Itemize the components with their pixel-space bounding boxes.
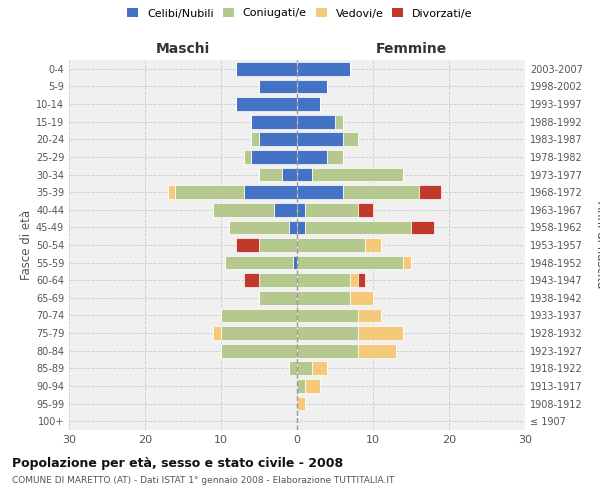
Bar — [297, 97, 320, 111]
Bar — [244, 150, 251, 164]
Bar — [297, 344, 358, 358]
Legend: Celibi/Nubili, Coniugati/e, Vedovi/e, Divorzati/e: Celibi/Nubili, Coniugati/e, Vedovi/e, Di… — [127, 8, 473, 18]
Bar — [335, 115, 343, 128]
Bar — [259, 80, 297, 94]
Bar — [251, 115, 297, 128]
Bar — [175, 186, 244, 199]
Bar — [297, 220, 305, 234]
Bar — [343, 186, 419, 199]
Bar — [343, 132, 358, 146]
Bar — [244, 274, 259, 287]
Bar — [297, 80, 328, 94]
Bar — [419, 186, 442, 199]
Bar — [297, 238, 365, 252]
Bar — [236, 62, 297, 76]
Bar — [297, 362, 312, 375]
Bar — [312, 362, 328, 375]
Text: Femmine: Femmine — [376, 42, 446, 56]
Bar — [297, 379, 305, 393]
Bar — [289, 220, 297, 234]
Bar — [297, 256, 403, 270]
Bar — [297, 326, 358, 340]
Bar — [225, 256, 293, 270]
Bar — [350, 274, 358, 287]
Bar — [259, 238, 297, 252]
Bar — [214, 326, 221, 340]
Bar — [293, 256, 297, 270]
Bar — [365, 238, 380, 252]
Bar — [358, 344, 396, 358]
Bar — [358, 203, 373, 216]
Bar — [305, 220, 411, 234]
Bar — [297, 132, 343, 146]
Bar — [297, 203, 305, 216]
Y-axis label: Fasce di età: Fasce di età — [20, 210, 33, 280]
Bar — [358, 326, 403, 340]
Bar — [297, 186, 343, 199]
Bar — [297, 115, 335, 128]
Bar — [282, 168, 297, 181]
Bar — [297, 291, 350, 304]
Bar — [259, 168, 282, 181]
Bar — [297, 62, 350, 76]
Bar — [358, 274, 365, 287]
Text: Maschi: Maschi — [156, 42, 210, 56]
Bar — [305, 203, 358, 216]
Bar — [221, 326, 297, 340]
Bar — [297, 396, 305, 410]
Bar — [297, 150, 328, 164]
Bar — [168, 186, 175, 199]
Bar — [403, 256, 411, 270]
Bar — [244, 186, 297, 199]
Bar — [259, 132, 297, 146]
Bar — [297, 168, 312, 181]
Bar — [229, 220, 289, 234]
Bar — [289, 362, 297, 375]
Bar — [214, 203, 274, 216]
Bar — [221, 344, 297, 358]
Bar — [297, 308, 358, 322]
Bar — [328, 150, 343, 164]
Bar — [312, 168, 403, 181]
Bar — [350, 291, 373, 304]
Bar — [305, 379, 320, 393]
Bar — [236, 238, 259, 252]
Bar — [274, 203, 297, 216]
Bar — [358, 308, 380, 322]
Bar — [259, 274, 297, 287]
Bar — [236, 97, 297, 111]
Bar — [251, 132, 259, 146]
Bar — [259, 291, 297, 304]
Y-axis label: Anni di nascita: Anni di nascita — [594, 202, 600, 288]
Text: Popolazione per età, sesso e stato civile - 2008: Popolazione per età, sesso e stato civil… — [12, 458, 343, 470]
Text: COMUNE DI MARETTO (AT) - Dati ISTAT 1° gennaio 2008 - Elaborazione TUTTITALIA.IT: COMUNE DI MARETTO (AT) - Dati ISTAT 1° g… — [12, 476, 394, 485]
Bar — [411, 220, 434, 234]
Bar — [251, 150, 297, 164]
Bar — [297, 274, 350, 287]
Bar — [221, 308, 297, 322]
